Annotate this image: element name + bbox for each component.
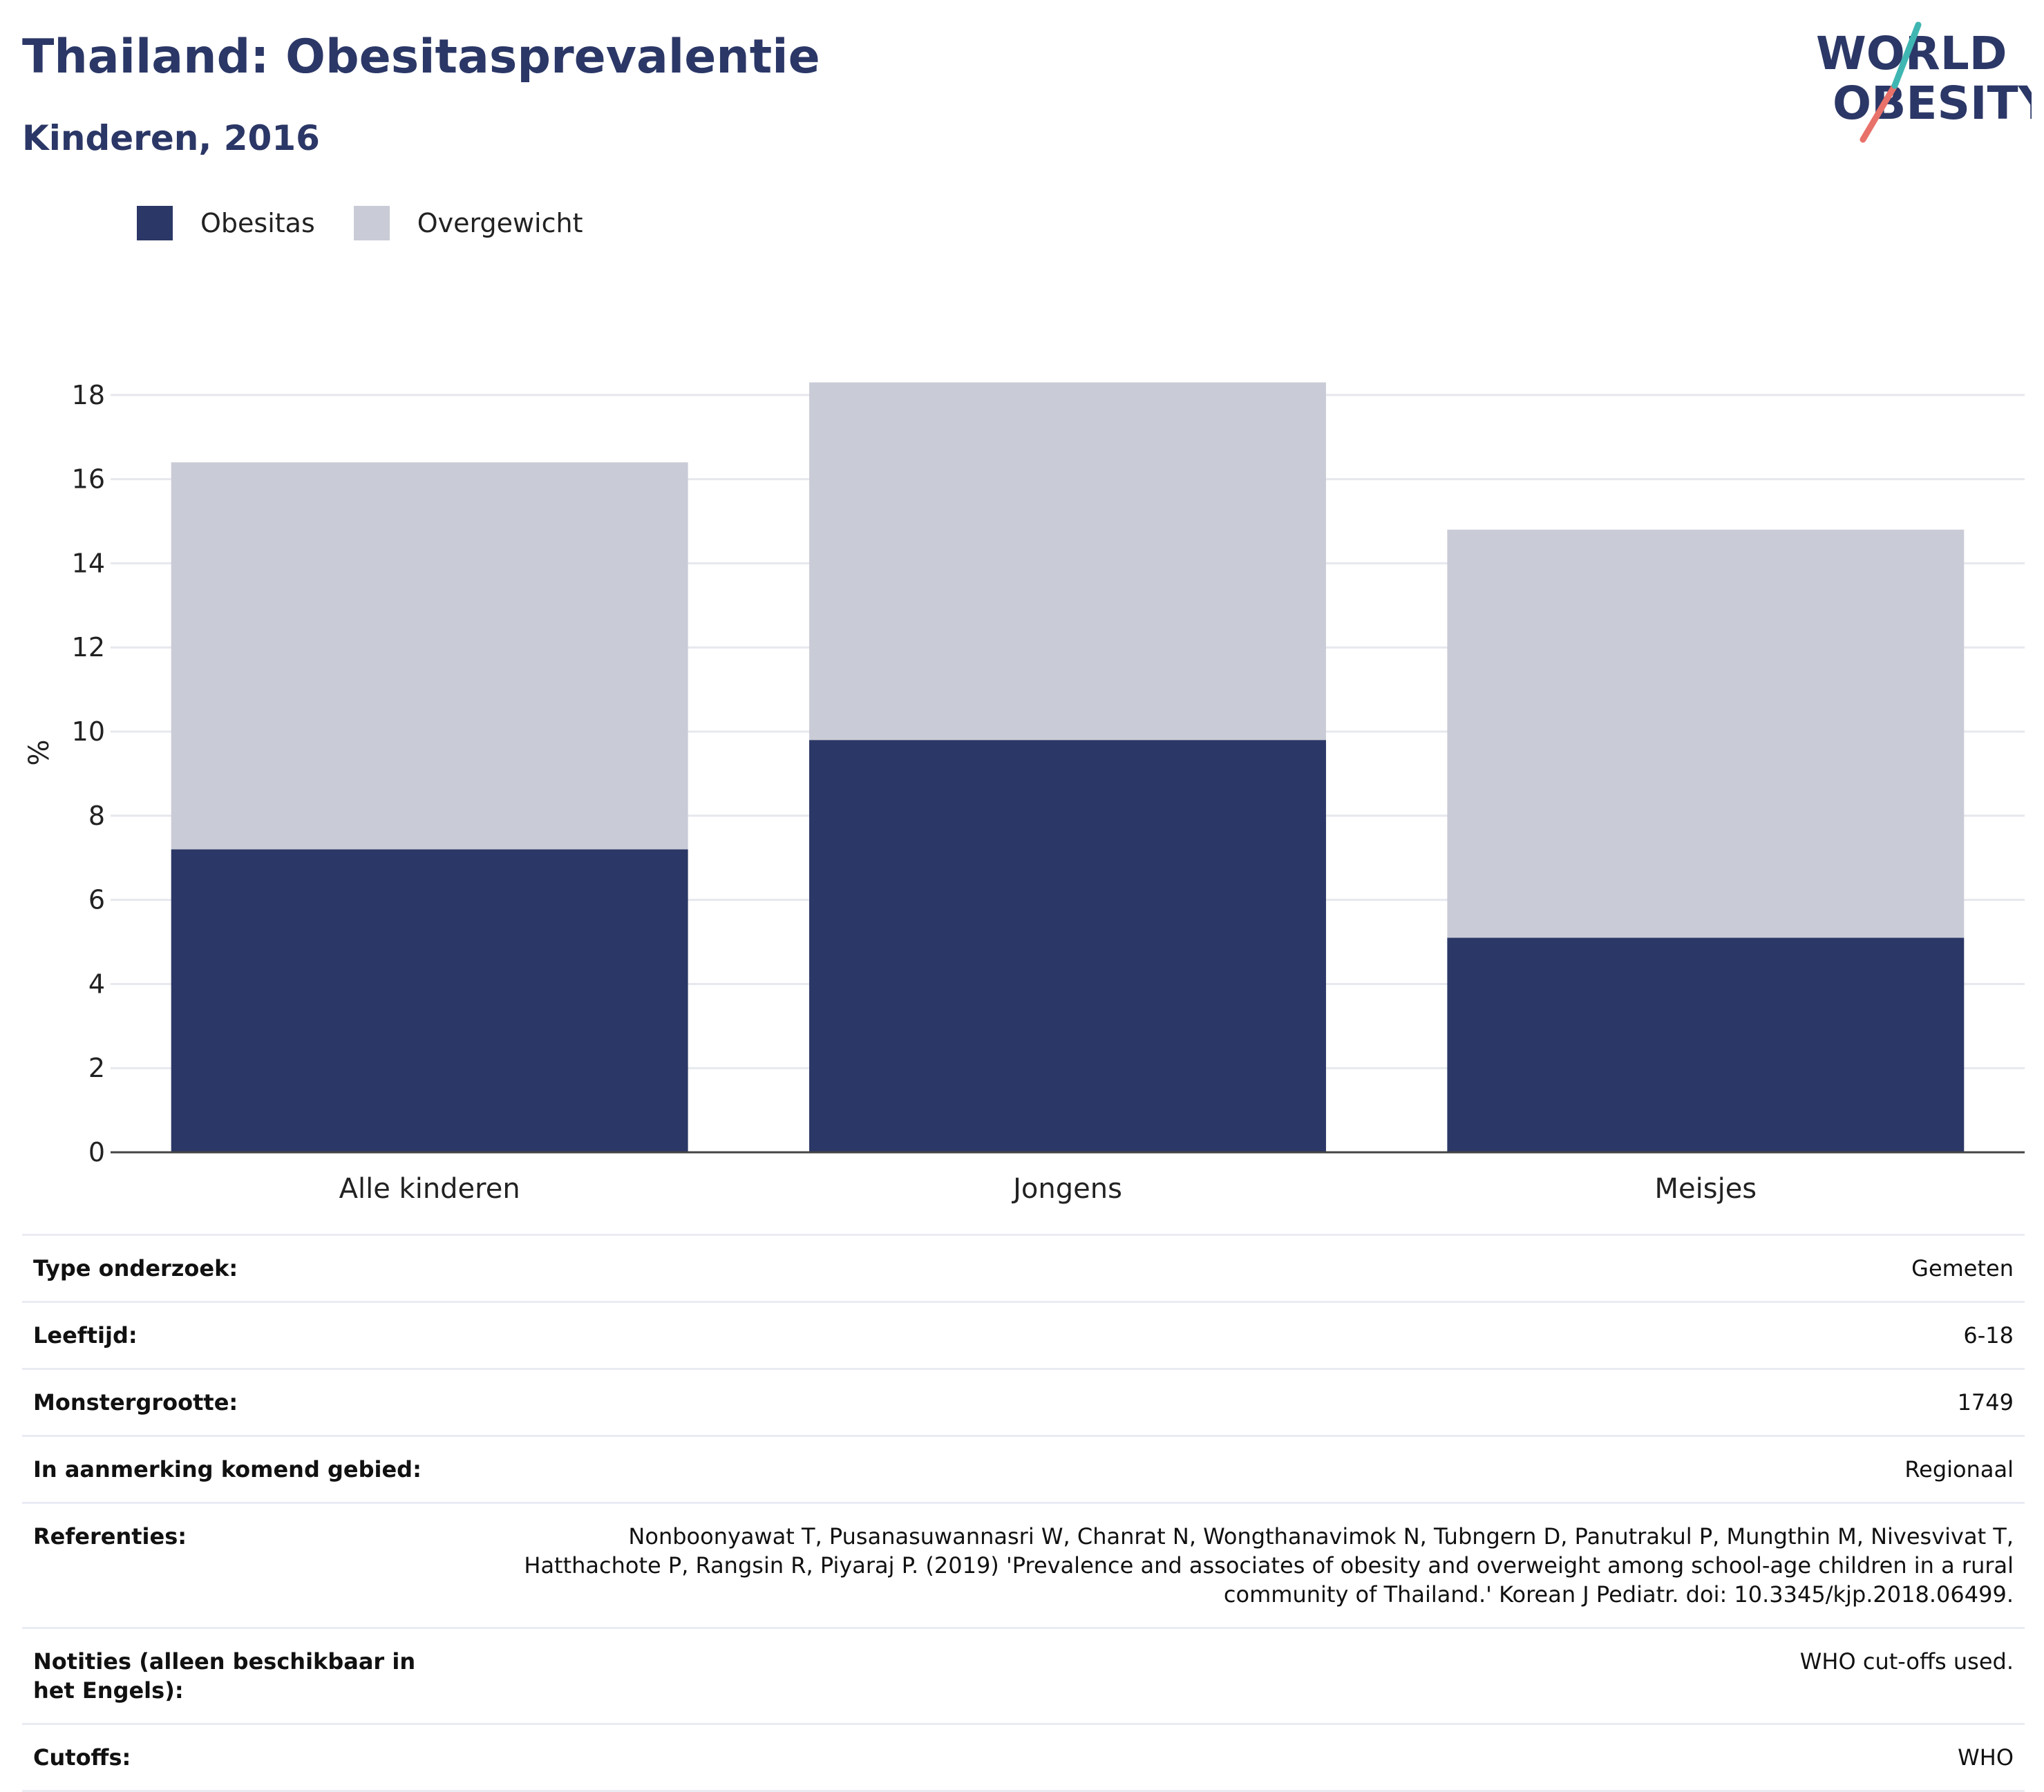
info-label: Type onderzoek:	[33, 1255, 238, 1281]
x-tick-label: Jongens	[1011, 1173, 1122, 1205]
info-value: Nonboonyawat T, Pusanasuwannasri W, Chan…	[524, 1523, 2014, 1608]
x-tick-label: Meisjes	[1655, 1173, 1757, 1205]
world-obesity-logo: WORLD OBESITY	[1816, 21, 2032, 143]
bar-obesitas	[171, 849, 688, 1152]
info-row: Cutoffs: WHO	[22, 1723, 2025, 1792]
info-row: In aanmerking komend gebied: Regionaal	[22, 1435, 2025, 1502]
legend-label-obesitas: Obesitas	[200, 208, 315, 238]
y-tick-label: 0	[88, 1137, 105, 1167]
info-row: Type onderzoek: Gemeten	[22, 1234, 2025, 1301]
bar-overgewicht	[809, 382, 1326, 741]
bar-obesitas	[809, 740, 1326, 1152]
info-label: Monstergrootte:	[33, 1389, 238, 1416]
legend-item-obesitas[interactable]: Obesitas	[137, 206, 315, 240]
legend-item-overgewicht[interactable]: Overgewicht	[353, 206, 583, 240]
page-title: Thailand: Obesitasprevalentie	[22, 30, 820, 84]
y-tick-label: 2	[88, 1053, 105, 1083]
info-value: WHO cut-offs used.	[1799, 1648, 2014, 1675]
info-value: 6-18	[1963, 1322, 2014, 1348]
y-tick-label: 14	[72, 548, 105, 578]
info-label: Cutoffs:	[33, 1744, 131, 1771]
bar-overgewicht	[1447, 529, 1965, 938]
study-info-table: Type onderzoek: Gemeten Leeftijd: 6-18 Monst…	[22, 1234, 2025, 1792]
info-label: Notities (alleen beschikbaar in het Enge…	[33, 1648, 416, 1704]
info-value: WHO	[1958, 1744, 2014, 1771]
info-label: Referenties:	[33, 1523, 187, 1550]
legend-swatch-overgewicht	[353, 206, 390, 240]
y-tick-label: 8	[88, 801, 105, 831]
info-row: Referenties: Nonboonyawat T, Pusanasuwann…	[22, 1502, 2025, 1627]
info-value: 1749	[1957, 1389, 2014, 1416]
y-tick-label: 18	[72, 380, 105, 410]
legend-swatch-obesitas	[137, 206, 173, 240]
y-tick-label: 12	[72, 632, 105, 663]
y-tick-label: 6	[88, 885, 105, 915]
info-value: Gemeten	[1911, 1255, 2014, 1281]
y-tick-label: 4	[88, 969, 105, 999]
page-subtitle: Kinderen, 2016	[22, 118, 320, 158]
info-value: Regionaal	[1904, 1456, 2014, 1483]
info-row: Notities (alleen beschikbaar in het Enge…	[22, 1627, 2025, 1723]
chart-legend: Obesitas Overgewicht	[137, 206, 622, 240]
legend-label-overgewicht: Overgewicht	[417, 208, 583, 238]
y-axis-label: %	[23, 739, 55, 765]
x-tick-label: Alle kinderen	[339, 1173, 520, 1205]
info-row: Leeftijd: 6-18	[22, 1301, 2025, 1368]
stacked-bar-chart: 0 2 4 6 8 10 12 14 16 18% Alle kinderen Jongens Meis…	[23, 380, 2025, 1205]
info-label: In aanmerking komend gebied:	[33, 1456, 422, 1483]
info-label: Leeftijd:	[33, 1322, 138, 1348]
info-row: Monstergrootte: 1749	[22, 1368, 2025, 1435]
bar-obesitas	[1447, 937, 1965, 1152]
y-tick-label: 10	[72, 716, 105, 747]
y-tick-label: 16	[72, 464, 105, 495]
svg-text:OBESITY: OBESITY	[1833, 77, 2032, 130]
bar-overgewicht	[171, 462, 688, 850]
